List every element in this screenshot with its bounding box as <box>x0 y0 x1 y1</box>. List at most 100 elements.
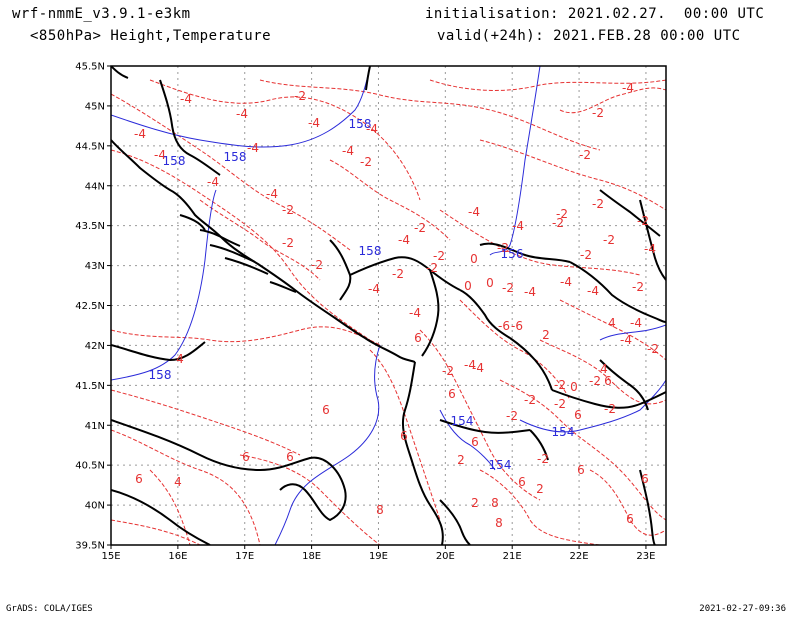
lat-tick-label: 45.5N <box>75 62 105 73</box>
height-contour-label: 158 <box>163 154 186 168</box>
temperature-contour-label: -2 <box>556 207 568 221</box>
temperature-contour-label: -2 <box>433 249 445 263</box>
temperature-contour-label: 6 <box>400 429 408 443</box>
initialisation-time: initialisation: 2021.02.27. 00:00 UTC <box>425 6 765 22</box>
temperature-contour-label: -2 <box>554 378 566 392</box>
temperature-contour-label: 0 <box>464 279 472 293</box>
valid-time: valid(+24h): 2021.FEB.28 00:00 UTC <box>437 28 741 44</box>
temperature-contour-label: -4 <box>560 275 572 289</box>
model-title: wrf-nmmE_v3.9.1-e3km <box>12 6 191 22</box>
temperature-contour-label: -4 <box>644 242 656 256</box>
temperature-contour-label: -4 <box>207 175 219 189</box>
temperature-contour-label: -6 <box>511 319 523 333</box>
temperature-contour-label: -2 <box>592 197 604 211</box>
lat-tick-label: 42N <box>85 341 105 352</box>
temperature-contour-label: -2 <box>647 342 659 356</box>
height-contour-label: 156 <box>501 247 524 261</box>
height-contour-label: 158 <box>359 244 382 258</box>
temperature-contour-label: -2 <box>592 106 604 120</box>
temperature-contour-label: 4 <box>176 352 184 366</box>
lon-tick-label: 19E <box>369 551 388 562</box>
temperature-contour-label: 0 <box>486 276 494 290</box>
temperature-contour-label: 4 <box>600 362 608 376</box>
temperature-contour-label: -4 <box>180 92 192 106</box>
temperature-contour-label: -4 <box>366 122 378 136</box>
lat-tick-label: 41.5N <box>75 381 105 392</box>
temperature-contour-label: 6 <box>626 512 634 526</box>
temperature-contour-label: -2 <box>282 236 294 250</box>
temperature-contour-label: 4 <box>608 316 616 330</box>
temperature-contour-label: -2 <box>294 89 306 103</box>
temperature-contour-label: -4 <box>236 107 248 121</box>
axes: 15E 16E 17E 18E 19E 20E 21E 22E 23E 39.5N 40N 40.5N… <box>75 62 655 563</box>
lat-tick-label: 43.5N <box>75 221 105 232</box>
temperature-contour-label: -4 <box>342 144 354 158</box>
temperature-contour-label: -4 <box>134 127 146 141</box>
temperature-contour-label: 8 <box>376 503 384 517</box>
temperature-contour-label: 8 <box>491 496 499 510</box>
lat-tick-label: 44.5N <box>75 141 105 152</box>
temperature-contour-label: 6 <box>518 475 526 489</box>
height-contour-label: 158 <box>224 150 247 164</box>
lon-tick-label: 16E <box>168 551 187 562</box>
temperature-contour-label: 2 <box>471 496 479 510</box>
temperature-contour-label: -2 <box>426 261 438 275</box>
temperature-contour-label: -2 <box>579 148 591 162</box>
temperature-contour-label: -4 <box>266 187 278 201</box>
temperature-contour-label: -4 <box>587 284 599 298</box>
height-contour-label: 158 <box>149 368 172 382</box>
lon-tick-label: 17E <box>235 551 254 562</box>
temperature-contour-label: -2 <box>442 364 454 378</box>
temperature-contour-label: -4 <box>524 285 536 299</box>
temperature-contour-label: 6 <box>135 472 143 486</box>
temperature-contour-label: -4 <box>247 141 259 155</box>
temperature-contour-label: 6 <box>641 472 649 486</box>
lon-tick-label: 15E <box>101 551 120 562</box>
temperature-contour-label: 4 <box>174 475 182 489</box>
temperature-contour-label: -2 <box>506 409 518 423</box>
temperature-contour-label: -2 <box>552 216 564 230</box>
height-contour-label: 154 <box>451 414 474 428</box>
lon-tick-label: 18E <box>302 551 321 562</box>
temperature-contour-label: 6 <box>574 408 582 422</box>
temperature-contour-label: -2 <box>392 267 404 281</box>
field-title: <850hPa> Height,Temperature <box>30 28 272 44</box>
temperature-contour-label: -2 <box>589 374 601 388</box>
temperature-contour-label: 2 <box>457 453 465 467</box>
temperature-contour-label: -2 <box>637 214 649 228</box>
temperature-contour-label: -2 <box>554 397 566 411</box>
lon-tick-label: 21E <box>503 551 522 562</box>
temperature-contour-label: -4 <box>154 148 166 162</box>
temperature-contour-label: -4 <box>468 205 480 219</box>
temperature-contour-label: 6 <box>414 331 422 345</box>
temperature-contour-label: -4 <box>622 81 634 95</box>
temperature-contour-label: -2 <box>360 155 372 169</box>
temperature-contour-label: -2 <box>603 233 615 247</box>
temperature-contour-label: 0 <box>470 252 478 266</box>
temperature-contour-label: 6 <box>577 463 585 477</box>
temperature-contour-label: -2 <box>282 203 294 217</box>
lat-tick-label: 39.5N <box>75 541 105 552</box>
footer-credit: GrADS: COLA/IGES <box>6 604 93 614</box>
temperature-contour-label: -2 <box>414 221 426 235</box>
temperature-contour-label: 6 <box>242 450 250 464</box>
lon-tick-label: 20E <box>436 551 455 562</box>
temperature-contour-label: -6 <box>498 319 510 333</box>
temperature-contour-label: 8 <box>495 516 503 530</box>
height-contour-label: 154 <box>489 458 512 472</box>
coastlines-borders <box>111 66 666 545</box>
temperature-contour-label: -2 <box>632 280 644 294</box>
lat-tick-label: 43N <box>85 261 105 272</box>
temperature-contour-label: 2 <box>536 482 544 496</box>
temperature-contour-label: 6 <box>322 403 330 417</box>
temperature-contour-label: -2 <box>311 258 323 272</box>
lat-tick-label: 44N <box>85 181 105 192</box>
temperature-label-layer: -4 -2-4-4-2-4-2-2-2-2-2-4-2 0-2-2-22-2-2-4… <box>134 81 659 530</box>
temperature-contours <box>111 79 666 545</box>
lon-tick-label: 22E <box>570 551 589 562</box>
temperature-contour-label: -4 <box>409 306 421 320</box>
temperature-contour-label: -2 <box>497 241 509 255</box>
lat-tick-label: 40N <box>85 501 105 512</box>
temperature-contour-label: -4 <box>512 219 524 233</box>
